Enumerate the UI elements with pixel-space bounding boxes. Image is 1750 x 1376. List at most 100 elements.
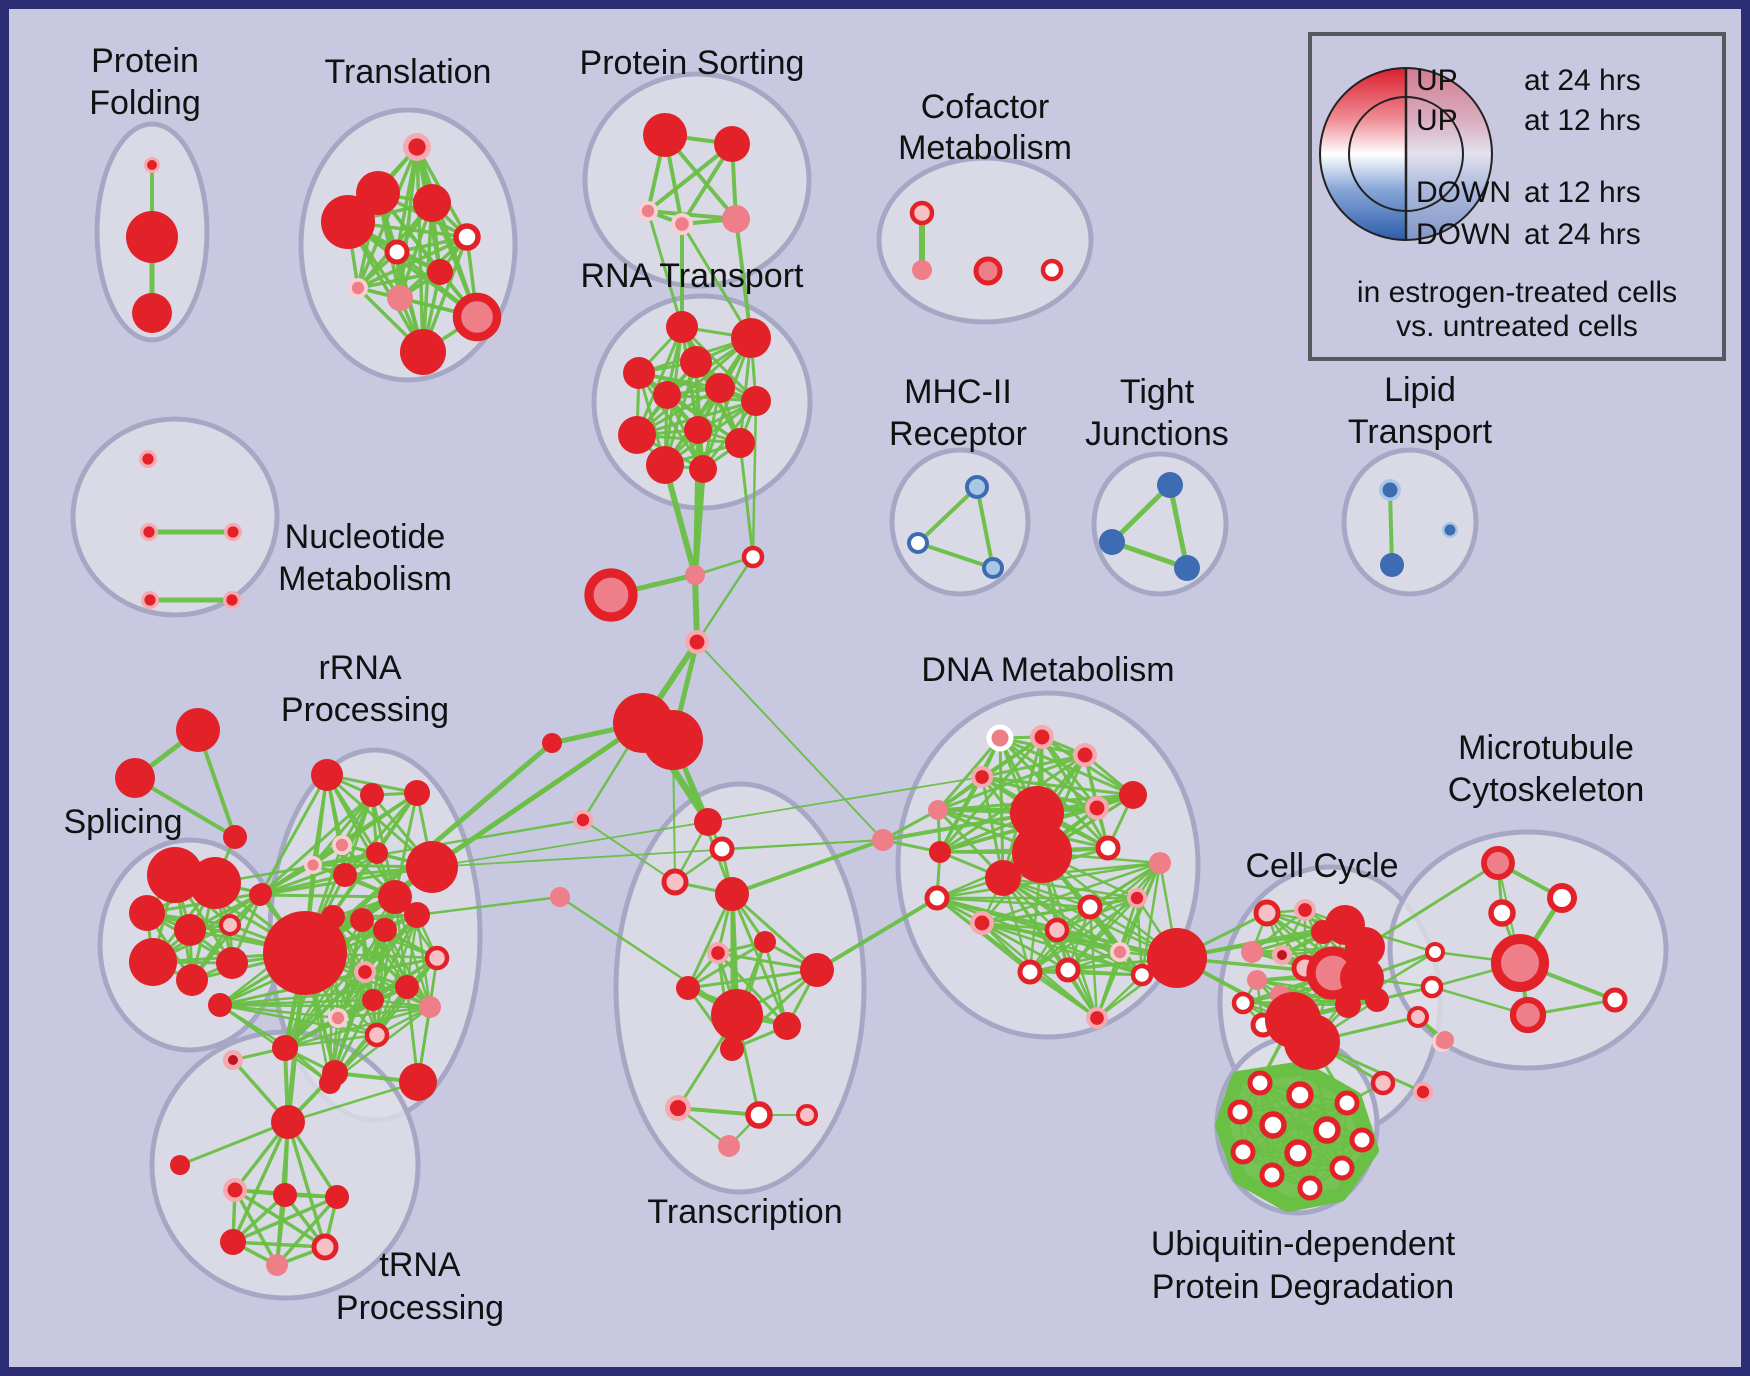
node-r4 xyxy=(623,357,655,389)
cluster-ellipse-mhc-ii-receptor xyxy=(889,447,1031,597)
edge xyxy=(1028,896,1139,974)
cluster-ellipse-nucleotide-metabolism xyxy=(70,416,280,618)
node-pf3 xyxy=(132,293,172,333)
node-rr10 xyxy=(321,905,345,929)
node-d1 xyxy=(986,724,1014,752)
edge xyxy=(975,485,995,570)
cluster-label-transcription-0: Transcription xyxy=(647,1193,842,1231)
node-d11 xyxy=(1089,800,1105,816)
node-cc1 xyxy=(1253,899,1281,927)
edge xyxy=(582,819,676,883)
node-mt6 xyxy=(1420,975,1444,999)
edge xyxy=(738,441,755,559)
node-s5 xyxy=(189,857,241,909)
legend-up-down-glyph-icon xyxy=(1319,67,1493,241)
edge xyxy=(233,1188,279,1267)
node-m1 xyxy=(965,475,989,499)
node-ps4 xyxy=(675,217,689,231)
node-r7 xyxy=(741,386,771,416)
edge xyxy=(686,892,734,990)
node-rr6 xyxy=(307,859,319,871)
node-rr4 xyxy=(335,838,349,852)
node-cc2 xyxy=(1298,903,1312,917)
edge xyxy=(1028,970,1099,1020)
node-rr12 xyxy=(373,918,397,942)
cluster-label-protein-sorting-0: Protein Sorting xyxy=(580,44,805,82)
legend: UP at 24 hrs UP at 12 hrs DOWN at 12 hrs… xyxy=(1308,32,1726,361)
node-u9 xyxy=(1284,1139,1312,1167)
node-u1 xyxy=(1247,1070,1273,1096)
node-tn12 xyxy=(266,1254,288,1276)
node-c1 xyxy=(685,565,705,585)
edge xyxy=(980,921,1070,972)
cluster-label-nucleotide-metabolism-0: Nucleotide xyxy=(285,518,446,556)
node-tn5 xyxy=(271,1105,305,1139)
node-r8 xyxy=(618,416,656,454)
edge xyxy=(815,896,939,972)
edge xyxy=(637,371,705,471)
edge xyxy=(1242,1129,1328,1153)
node-ps2 xyxy=(714,126,750,162)
edge xyxy=(190,891,264,982)
edge xyxy=(336,1005,432,1020)
node-r2 xyxy=(731,318,771,358)
node-r12 xyxy=(689,455,717,483)
node-rr2 xyxy=(360,783,384,807)
node-tj1 xyxy=(1157,472,1183,498)
node-r3 xyxy=(680,346,712,378)
node-rr25 xyxy=(208,993,232,1017)
node-u11 xyxy=(1259,1162,1285,1188)
edge xyxy=(356,270,442,290)
node-mt3 xyxy=(1488,899,1516,927)
node-tn8 xyxy=(273,1183,297,1207)
node-s1 xyxy=(176,708,220,752)
edge xyxy=(231,1195,339,1244)
node-n3 xyxy=(227,526,239,538)
node-t10 xyxy=(452,292,502,342)
edge xyxy=(393,791,419,899)
edge xyxy=(231,1240,327,1249)
node-t8 xyxy=(351,281,365,295)
node-tx11 xyxy=(800,953,834,987)
node-rr9 xyxy=(378,880,412,914)
cluster-label-microtubule-cytoskeleton-0: Microtubule xyxy=(1458,729,1634,767)
node-d15 xyxy=(974,915,990,931)
edge xyxy=(1167,482,1190,571)
edge xyxy=(1095,861,1162,1020)
node-mt9 xyxy=(1602,987,1628,1013)
node-tx3 xyxy=(661,868,689,896)
edge xyxy=(693,428,700,577)
node-r5 xyxy=(653,381,681,409)
node-cc5 xyxy=(1345,927,1385,967)
node-lp3 xyxy=(1444,524,1456,536)
node-t3 xyxy=(413,184,451,222)
node-d20 xyxy=(1017,959,1043,985)
node-cc19 xyxy=(1370,1070,1396,1096)
cluster-label-lipid-transport-1: Transport xyxy=(1348,413,1493,451)
node-pf1 xyxy=(147,160,157,170)
edge xyxy=(1001,876,1139,900)
node-mt1 xyxy=(1481,846,1515,880)
node-r6 xyxy=(705,373,735,403)
edge xyxy=(730,838,885,896)
node-mt4 xyxy=(1490,933,1550,993)
node-rr16 xyxy=(395,975,419,999)
edge xyxy=(1239,1102,1348,1113)
node-mt10 xyxy=(1436,1031,1454,1049)
node-mt2 xyxy=(1547,883,1577,913)
node-d25 xyxy=(1130,963,1154,987)
edge xyxy=(231,1120,290,1244)
edge xyxy=(662,462,698,578)
node-cc16 xyxy=(1284,1014,1340,1070)
node-d4 xyxy=(975,770,989,784)
node-cc7 xyxy=(1277,950,1287,960)
node-d3 xyxy=(1077,747,1093,763)
node-d19 xyxy=(1113,945,1127,959)
legend-dir-down-12: DOWN xyxy=(1416,176,1511,209)
node-rr26 xyxy=(249,884,271,906)
edge xyxy=(980,861,1162,925)
node-mt5 xyxy=(1425,942,1445,962)
node-u4 xyxy=(1227,1099,1253,1125)
cluster-label-cell-cycle-0: Cell Cycle xyxy=(1245,847,1398,885)
